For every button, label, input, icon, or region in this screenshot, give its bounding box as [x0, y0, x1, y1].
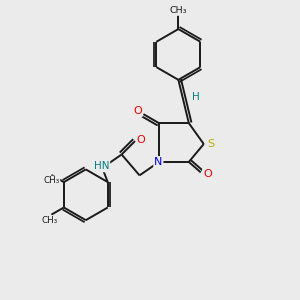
- Text: H: H: [192, 92, 200, 102]
- Text: S: S: [207, 139, 214, 149]
- Text: CH₃: CH₃: [43, 176, 59, 185]
- Text: O: O: [133, 106, 142, 116]
- Text: O: O: [203, 169, 212, 179]
- Text: O: O: [137, 134, 146, 145]
- Text: N: N: [154, 157, 163, 167]
- Text: CH₃: CH₃: [169, 6, 187, 15]
- Text: CH₃: CH₃: [42, 216, 58, 225]
- Text: HN: HN: [94, 161, 110, 171]
